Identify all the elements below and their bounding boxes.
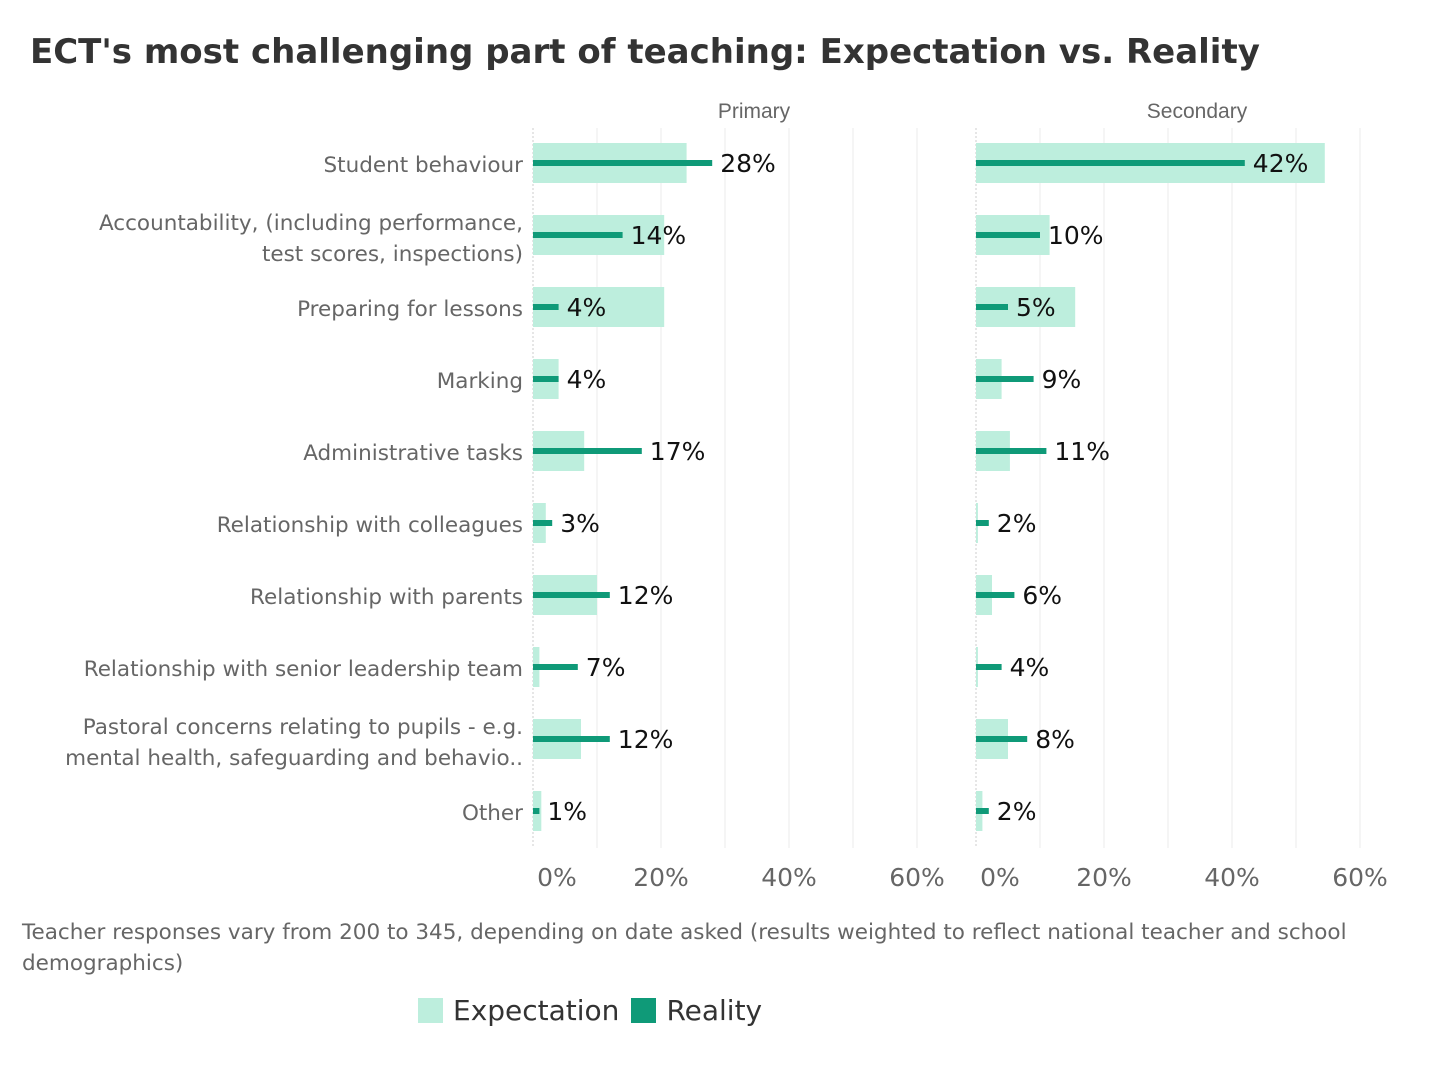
category-label: Accountability, (including performance, <box>99 211 523 236</box>
bar-reality <box>976 520 989 526</box>
bar-reality <box>533 376 559 382</box>
bar-reality <box>533 520 553 526</box>
category-label: Preparing for lessons <box>297 297 523 322</box>
x-tick-label: 20% <box>633 863 689 892</box>
data-label: 28% <box>720 149 776 178</box>
bar-reality <box>976 808 989 814</box>
bar-reality <box>976 304 1008 310</box>
bar-reality <box>976 736 1028 742</box>
bar-reality <box>533 808 540 814</box>
category-label: Relationship with senior leadership team <box>84 657 523 682</box>
bar-reality <box>976 376 1034 382</box>
legend-item-reality: Reality <box>631 994 762 1027</box>
data-label: 5% <box>1016 293 1056 322</box>
data-label: 10% <box>1048 221 1104 250</box>
bar-reality <box>533 664 578 670</box>
bar-reality <box>976 160 1245 166</box>
data-label: 1% <box>547 797 587 826</box>
x-tick-label: 60% <box>1332 863 1388 892</box>
data-label: 3% <box>560 509 600 538</box>
data-label: 12% <box>618 725 674 754</box>
legend-swatch-expectation <box>418 998 443 1023</box>
bar-reality <box>533 160 713 166</box>
category-label: Administrative tasks <box>303 441 523 466</box>
data-label: 14% <box>631 221 687 250</box>
legend-label-expectation: Expectation <box>453 994 620 1027</box>
category-label: test scores, inspections) <box>262 242 523 267</box>
data-label: 6% <box>1022 581 1062 610</box>
bar-reality <box>533 304 559 310</box>
legend: Expectation Reality <box>418 994 774 1027</box>
facet-title-secondary: Secondary <box>1147 100 1248 123</box>
data-label: 4% <box>567 365 607 394</box>
legend-item-expectation: Expectation <box>418 994 619 1027</box>
footnote: Teacher responses vary from 200 to 345, … <box>22 920 1347 976</box>
category-label: mental health, safeguarding and behavio.… <box>65 746 523 771</box>
facet-title-primary: Primary <box>718 100 791 123</box>
x-tick-label: 0% <box>537 863 577 892</box>
x-tick-label: 40% <box>1204 863 1260 892</box>
x-tick-label: 60% <box>889 863 945 892</box>
category-label: Other <box>462 801 523 826</box>
bar-reality <box>533 736 610 742</box>
data-label: 4% <box>1010 653 1050 682</box>
bar-reality <box>976 664 1002 670</box>
data-label: 42% <box>1253 149 1309 178</box>
data-label: 11% <box>1054 437 1110 466</box>
x-tick-label: 20% <box>1076 863 1132 892</box>
legend-swatch-reality <box>631 998 657 1023</box>
bar-reality <box>976 448 1047 454</box>
data-label: 9% <box>1042 365 1082 394</box>
x-tick-label: 40% <box>761 863 817 892</box>
x-tick-label: 0% <box>980 863 1020 892</box>
data-label: 4% <box>567 293 607 322</box>
category-label: Relationship with parents <box>250 585 523 610</box>
data-label: 2% <box>997 797 1037 826</box>
bar-reality <box>976 232 1040 238</box>
bar-reality <box>976 592 1015 598</box>
chart-title: ECT's most challenging part of teaching:… <box>30 32 1260 72</box>
data-label: 7% <box>586 653 626 682</box>
legend-label-reality: Reality <box>666 994 763 1027</box>
data-label: 17% <box>650 437 706 466</box>
category-label: Relationship with colleagues <box>217 513 523 538</box>
data-label: 2% <box>997 509 1037 538</box>
category-label: Pastoral concerns relating to pupils - e… <box>83 715 523 740</box>
bar-reality <box>533 448 642 454</box>
bar-reality <box>533 592 610 598</box>
category-label: Marking <box>437 369 523 394</box>
data-label: 12% <box>618 581 674 610</box>
category-label: Student behaviour <box>324 153 524 178</box>
data-label: 8% <box>1035 725 1075 754</box>
bar-reality <box>533 232 623 238</box>
